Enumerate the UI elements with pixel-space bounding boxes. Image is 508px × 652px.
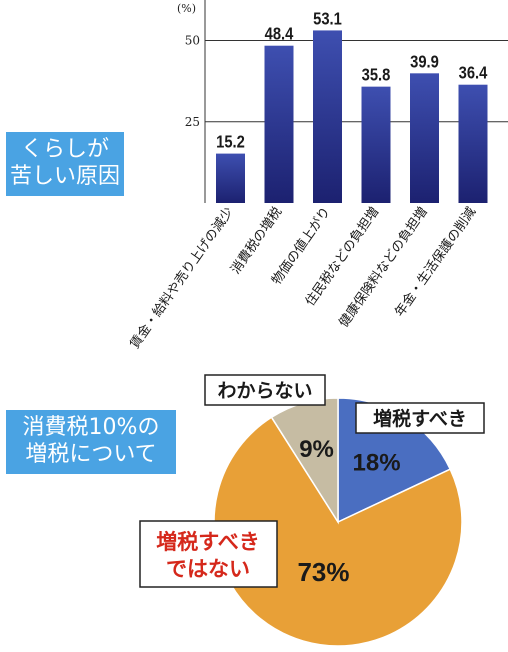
x-category-label: 年金・生活保護の削減	[392, 204, 480, 320]
section-label-tax-hike: 消費税10%の 増税について	[6, 410, 176, 474]
callout-box-should	[355, 402, 485, 434]
y-unit-label: (%)	[177, 2, 196, 15]
bar-value-label: 39.9	[410, 52, 439, 72]
pie-value-label: 73%	[297, 557, 349, 587]
bar	[216, 153, 245, 203]
pie-slice	[213, 416, 463, 647]
bar-value-label: 53.1	[313, 9, 342, 29]
x-category-label: 消費税の増税	[228, 205, 285, 278]
section-label-living-hardship: くらしが 苦しい原因	[6, 132, 124, 196]
x-category-label: 賃金・給料や売り上げの減少	[127, 204, 237, 352]
section-label-line1: くらしが	[20, 137, 109, 162]
bar-value-label: 15.2	[216, 132, 245, 152]
callout-label-unknown: わからない	[217, 380, 312, 402]
y-tick-label: 25	[185, 115, 200, 129]
section-label-line2: 苦しい原因	[9, 164, 120, 189]
bar-value-label: 48.4	[265, 24, 294, 44]
bar	[458, 84, 488, 203]
callout-box-unknown	[204, 374, 326, 406]
bar	[264, 45, 294, 204]
section-label-line2: 増税について	[25, 442, 157, 467]
pie-value-label: 9%	[299, 436, 334, 463]
bar-value-label: 35.8	[362, 65, 391, 85]
pie-value-label: 18%	[353, 449, 401, 476]
callout-box-should-not	[139, 520, 278, 588]
x-category-label: 健康保険料などの負担増	[336, 204, 431, 330]
bar-value-label: 36.4	[459, 63, 488, 83]
section-label-line1: 消費税10%の	[22, 415, 160, 440]
bar-chart: 2550(%)15.2賃金・給料や売り上げの減少48.4消費税の増税53.1物価…	[127, 0, 508, 352]
callout-label-should-not-line2: ではない	[166, 557, 250, 581]
bar	[313, 30, 342, 203]
bar	[410, 73, 439, 203]
y-tick-label: 50	[185, 34, 200, 48]
callout-label-should: 増税すべき	[373, 407, 467, 430]
bar	[361, 86, 391, 203]
callout-label-should-not-line1: 増税すべき	[156, 530, 260, 554]
